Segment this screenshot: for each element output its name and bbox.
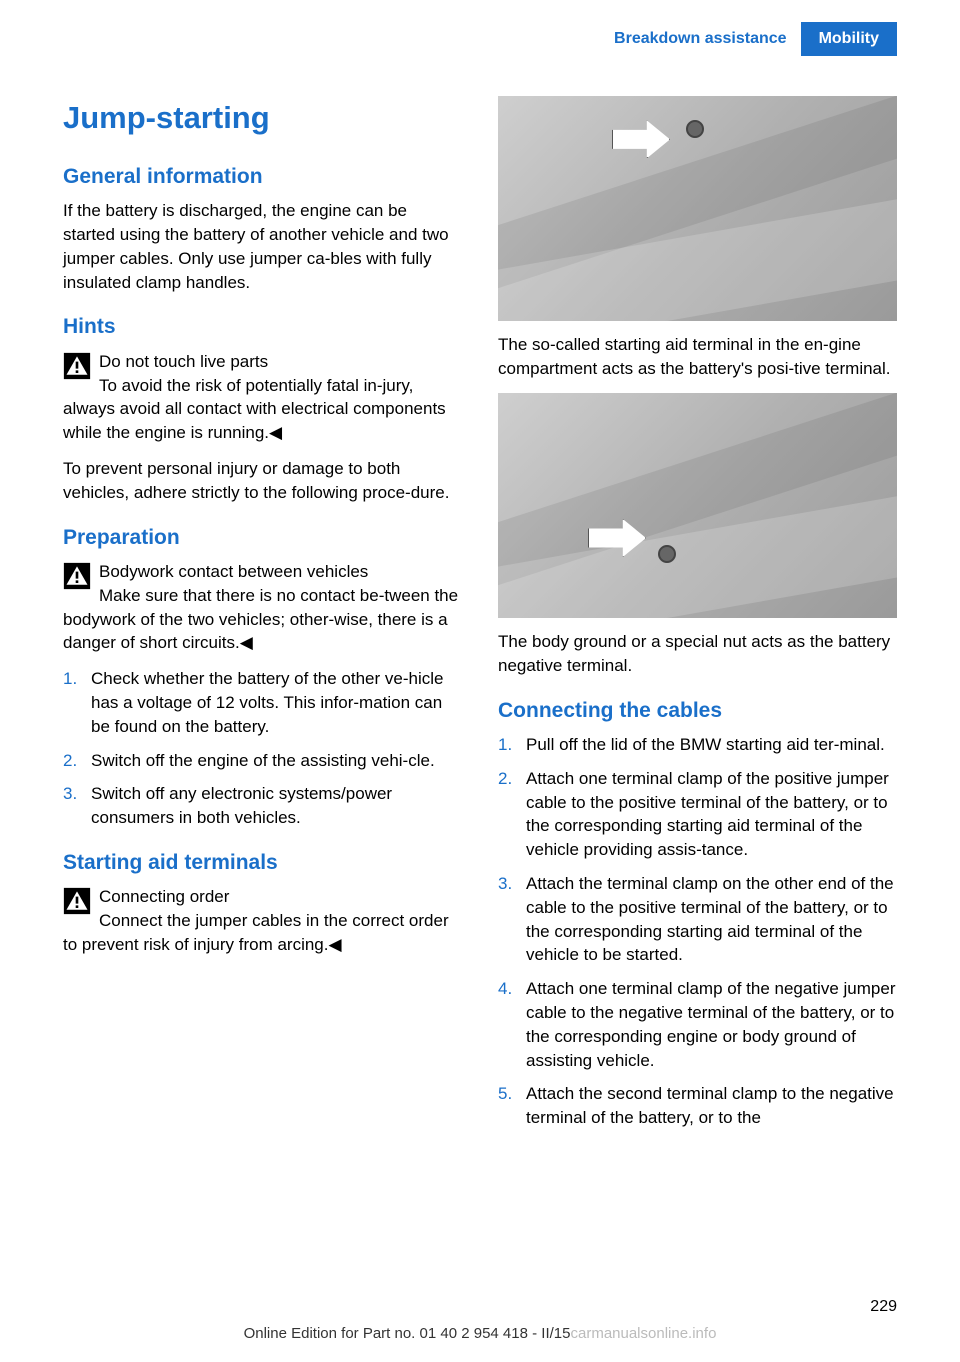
left-column: Jump-starting General information If the… [63,96,462,1140]
starting-warn-body: Connect the jumper cables in the correct… [63,911,449,954]
list-item: 5. Attach the second terminal clamp to th… [498,1082,897,1130]
warning-icon [63,352,91,380]
list-item: 3. Switch off any electronic systems/powe… [63,782,462,830]
right-column: The so-called starting aid terminal in t… [498,96,897,1140]
hint-warning: Do not touch live parts To avoid the ris… [63,350,462,445]
list-item: 4. Attach one terminal clamp of the negat… [498,977,897,1072]
warning-icon [63,562,91,590]
watermark: carmanualsonline.info [570,1325,716,1342]
list-item: 1. Pull off the lid of the BMW starting a… [498,733,897,757]
list-number: 4. [498,977,512,1001]
list-text: Switch off any electronic systems/power … [91,784,392,827]
preparation-list: 1. Check whether the battery of the other… [63,667,462,830]
heading-hints: Hints [63,312,462,341]
list-text: Attach one terminal clamp of the negativ… [526,979,895,1069]
heading-starting-aid: Starting aid terminals [63,848,462,877]
caption-negative: The body ground or a special nut acts as… [498,630,897,678]
arrow-icon [612,120,670,158]
connecting-list: 1. Pull off the lid of the BMW starting a… [498,733,897,1130]
hint-after: To prevent personal injury or damage to … [63,457,462,505]
list-number: 3. [498,872,512,896]
list-item: 3. Attach the terminal clamp on the other… [498,872,897,967]
list-item: 2. Attach one terminal clamp of the posit… [498,767,897,862]
list-number: 2. [498,767,512,791]
list-number: 1. [63,667,77,691]
page-content: Jump-starting General information If the… [0,56,960,1140]
hint-warn-body: To avoid the risk of potentially fatal i… [63,376,446,443]
hint-warn-title: Do not touch live parts [99,352,268,371]
heading-preparation: Preparation [63,523,462,552]
list-text: Check whether the battery of the other v… [91,669,443,736]
page-number: 229 [870,1296,897,1318]
list-text: Attach one terminal clamp of the positiv… [526,769,889,859]
list-number: 5. [498,1082,512,1106]
breadcrumb: Breakdown assistance Mobility [0,0,960,56]
caption-positive: The so-called starting aid terminal in t… [498,333,897,381]
list-number: 2. [63,749,77,773]
starting-warning: Connecting order Connect the jumper cabl… [63,885,462,956]
footer-text: Online Edition for Part no. 01 40 2 954 … [244,1325,571,1342]
footer: Online Edition for Part no. 01 40 2 954 … [0,1323,960,1344]
prep-warning: Bodywork contact between vehicles Make s… [63,560,462,655]
list-item: 1. Check whether the battery of the other… [63,667,462,738]
prep-warn-title: Bodywork contact between vehicles [99,562,368,581]
page-title: Jump-starting [63,96,462,139]
warning-icon [63,887,91,915]
list-text: Switch off the engine of the assisting v… [91,751,435,770]
heading-connecting: Connecting the cables [498,696,897,725]
breadcrumb-section: Breakdown assistance [600,22,801,56]
list-text: Pull off the lid of the BMW starting aid… [526,735,885,754]
list-text: Attach the second terminal clamp to the … [526,1084,894,1127]
engine-illustration-positive [498,96,897,321]
list-item: 2. Switch off the engine of the assisting… [63,749,462,773]
heading-general: General information [63,162,462,191]
starting-warn-title: Connecting order [99,887,229,906]
breadcrumb-chapter: Mobility [801,22,897,56]
list-number: 1. [498,733,512,757]
engine-illustration-negative [498,393,897,618]
list-number: 3. [63,782,77,806]
general-body: If the battery is discharged, the engine… [63,199,462,294]
list-text: Attach the terminal clamp on the other e… [526,874,894,964]
prep-warn-body: Make sure that there is no contact be‐tw… [63,586,458,653]
